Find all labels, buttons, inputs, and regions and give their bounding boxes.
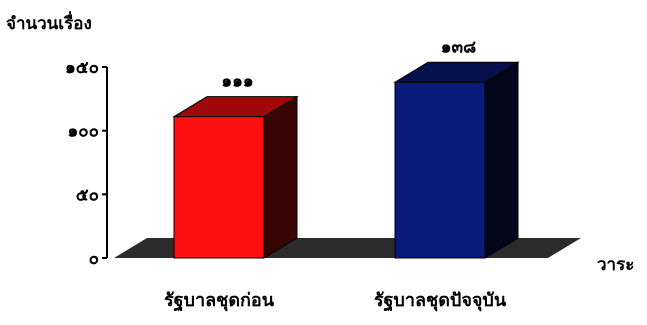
y-tick-label: ๑๐๐ [67,122,99,142]
y-tick-label: ๑๕๐ [65,58,99,78]
bar-value-label: ๑๓๘ [441,37,477,57]
y-axis: ๐ ๕๐ ๑๐๐ ๑๕๐ [65,58,108,269]
category-label: รัฐบาลชุดก่อน [164,290,275,312]
y-axis-title: จำนวนเรื่อง [6,11,92,34]
x-axis-title: วาระ [597,255,634,275]
bar-side [263,95,298,259]
bars-layer [172,61,520,259]
bar-value-label: ๑๑๑ [221,72,253,92]
bar [172,95,299,259]
category-label: รัฐบาลชุดปัจจุบัน [374,290,507,312]
bar-side [484,61,519,259]
bar-front [173,116,265,259]
bar [393,61,520,259]
bar-front [394,81,486,259]
y-tick-label: ๐ [89,249,99,269]
y-tick-label: ๕๐ [76,185,99,205]
